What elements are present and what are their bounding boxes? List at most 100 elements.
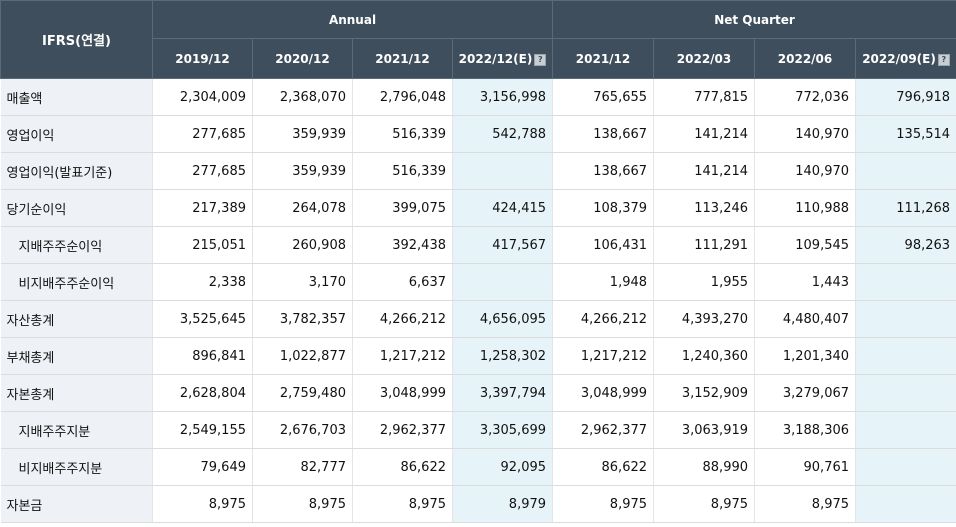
period-label: 2021/12 bbox=[575, 51, 631, 66]
table-row: 부채총계 896,841 1,022,877 1,217,212 1,258,302 1,… bbox=[0, 337, 956, 375]
table-cell: 4,480,407 bbox=[754, 300, 857, 338]
table-cell: 82,777 bbox=[252, 448, 353, 486]
table-cell bbox=[452, 152, 554, 190]
table-cell: 2,962,377 bbox=[552, 411, 655, 449]
table-row: 영업이익(발표기준) 277,685 359,939 516,339 138,667 14… bbox=[0, 152, 956, 190]
table-cell: 86,622 bbox=[352, 448, 453, 486]
table-cell: 8,979 bbox=[452, 485, 554, 523]
table-cell: 2,304,009 bbox=[152, 78, 253, 116]
table-cell: 2,759,480 bbox=[252, 374, 353, 412]
table-cell: 796,918 bbox=[855, 78, 956, 116]
table-cell: 108,379 bbox=[552, 189, 655, 227]
table-cell: 1,443 bbox=[754, 263, 857, 301]
row-label: 자산총계 bbox=[0, 300, 153, 338]
period-header: 2020/12 bbox=[252, 38, 353, 79]
table-cell bbox=[855, 374, 956, 412]
table-cell: 111,291 bbox=[653, 226, 756, 264]
table-cell: 8,975 bbox=[352, 485, 453, 523]
annual-group-header: Annual bbox=[151, 0, 554, 39]
table-row: 비지배주주순이익 2,338 3,170 6,637 1,948 1,955 1,443 bbox=[0, 263, 956, 301]
table-cell: 113,246 bbox=[653, 189, 756, 227]
table-cell bbox=[855, 337, 956, 375]
table-cell: 516,339 bbox=[352, 152, 453, 190]
table-cell: 3,782,357 bbox=[252, 300, 353, 338]
table-cell: 2,796,048 bbox=[352, 78, 453, 116]
period-label: 2022/03 bbox=[676, 51, 732, 66]
table-cell: 1,948 bbox=[552, 263, 655, 301]
row-label: 부채총계 bbox=[0, 337, 153, 375]
period-header: 2022/12(E)? bbox=[451, 38, 554, 79]
table-cell bbox=[855, 448, 956, 486]
table-cell: 106,431 bbox=[552, 226, 655, 264]
period-header: 2022/03 bbox=[653, 38, 756, 79]
table-cell: 2,676,703 bbox=[252, 411, 353, 449]
period-header: 2019/12 bbox=[152, 38, 253, 79]
table-cell bbox=[855, 300, 956, 338]
table-cell: 141,214 bbox=[653, 115, 756, 153]
table-cell: 98,263 bbox=[855, 226, 956, 264]
period-label: 2022/09(E) bbox=[862, 51, 936, 66]
table-cell: 777,815 bbox=[653, 78, 756, 116]
period-header: 2021/12 bbox=[552, 38, 655, 79]
table-row: 비지배주주지분 79,649 82,777 86,622 92,095 86,622 88,… bbox=[0, 448, 956, 486]
table-cell: 1,258,302 bbox=[452, 337, 554, 375]
table-cell: 516,339 bbox=[352, 115, 453, 153]
table-cell: 1,201,340 bbox=[754, 337, 857, 375]
table-body: 매출액 2,304,009 2,368,070 2,796,048 3,156,998 7… bbox=[0, 78, 956, 523]
table-cell: 359,939 bbox=[252, 152, 353, 190]
corner-header: IFRS(연결) bbox=[0, 0, 153, 79]
row-label: 비지배주주순이익 bbox=[0, 263, 153, 301]
table-cell: 2,549,155 bbox=[152, 411, 253, 449]
table-cell: 2,338 bbox=[152, 263, 253, 301]
table-cell: 359,939 bbox=[252, 115, 353, 153]
table-cell: 4,656,095 bbox=[452, 300, 554, 338]
quarter-group-header: Net Quarter bbox=[552, 0, 956, 39]
table-cell: 3,188,306 bbox=[754, 411, 857, 449]
table-cell: 92,095 bbox=[452, 448, 554, 486]
table-cell: 424,415 bbox=[452, 189, 554, 227]
table-cell: 392,438 bbox=[352, 226, 453, 264]
table-cell: 90,761 bbox=[754, 448, 857, 486]
question-icon[interactable]: ? bbox=[534, 53, 547, 66]
table-cell: 3,525,645 bbox=[152, 300, 253, 338]
period-label: 2019/12 bbox=[175, 51, 230, 66]
table-cell: 896,841 bbox=[152, 337, 253, 375]
table-cell: 79,649 bbox=[152, 448, 253, 486]
table-cell: 1,955 bbox=[653, 263, 756, 301]
row-label: 지배주주지분 bbox=[0, 411, 153, 449]
table-cell: 110,988 bbox=[754, 189, 857, 227]
row-label: 당기순이익 bbox=[0, 189, 153, 227]
table-cell: 2,628,804 bbox=[152, 374, 253, 412]
row-label: 자본금 bbox=[0, 485, 153, 523]
table-cell: 135,514 bbox=[855, 115, 956, 153]
table-cell bbox=[855, 485, 956, 523]
table-cell bbox=[855, 263, 956, 301]
table-cell: 277,685 bbox=[152, 152, 253, 190]
period-header: 2022/09(E)? bbox=[855, 38, 956, 79]
period-header-row: 2019/12 2020/12 2021/12 2022/12(E)? 2021/12 2… bbox=[1, 38, 956, 79]
row-label: 지배주주순이익 bbox=[0, 226, 153, 264]
table-cell: 277,685 bbox=[152, 115, 253, 153]
table-cell: 109,545 bbox=[754, 226, 857, 264]
table-row: 자본금 8,975 8,975 8,975 8,979 8,975 8,975 8,975 bbox=[0, 485, 956, 523]
period-header: 2022/06 bbox=[754, 38, 857, 79]
table-cell: 3,048,999 bbox=[352, 374, 453, 412]
table-cell: 215,051 bbox=[152, 226, 253, 264]
period-label: 2021/12 bbox=[375, 51, 430, 66]
question-icon[interactable]: ? bbox=[937, 53, 950, 66]
table-cell: 8,975 bbox=[754, 485, 857, 523]
table-cell: 3,279,067 bbox=[754, 374, 857, 412]
table-cell: 140,970 bbox=[754, 152, 857, 190]
row-label: 매출액 bbox=[0, 78, 153, 116]
table-row: 지배주주순이익 215,051 260,908 392,438 417,567 106,4… bbox=[0, 226, 956, 264]
table-cell: 4,266,212 bbox=[552, 300, 655, 338]
table-cell: 772,036 bbox=[754, 78, 857, 116]
table-cell: 138,667 bbox=[552, 152, 655, 190]
row-label: 영업이익 bbox=[0, 115, 153, 153]
table-cell: 1,217,212 bbox=[352, 337, 453, 375]
table-cell: 399,075 bbox=[352, 189, 453, 227]
row-label: 영업이익(발표기준) bbox=[0, 152, 153, 190]
table-cell bbox=[452, 263, 554, 301]
table-cell: 3,397,794 bbox=[452, 374, 554, 412]
table-cell: 8,975 bbox=[552, 485, 655, 523]
